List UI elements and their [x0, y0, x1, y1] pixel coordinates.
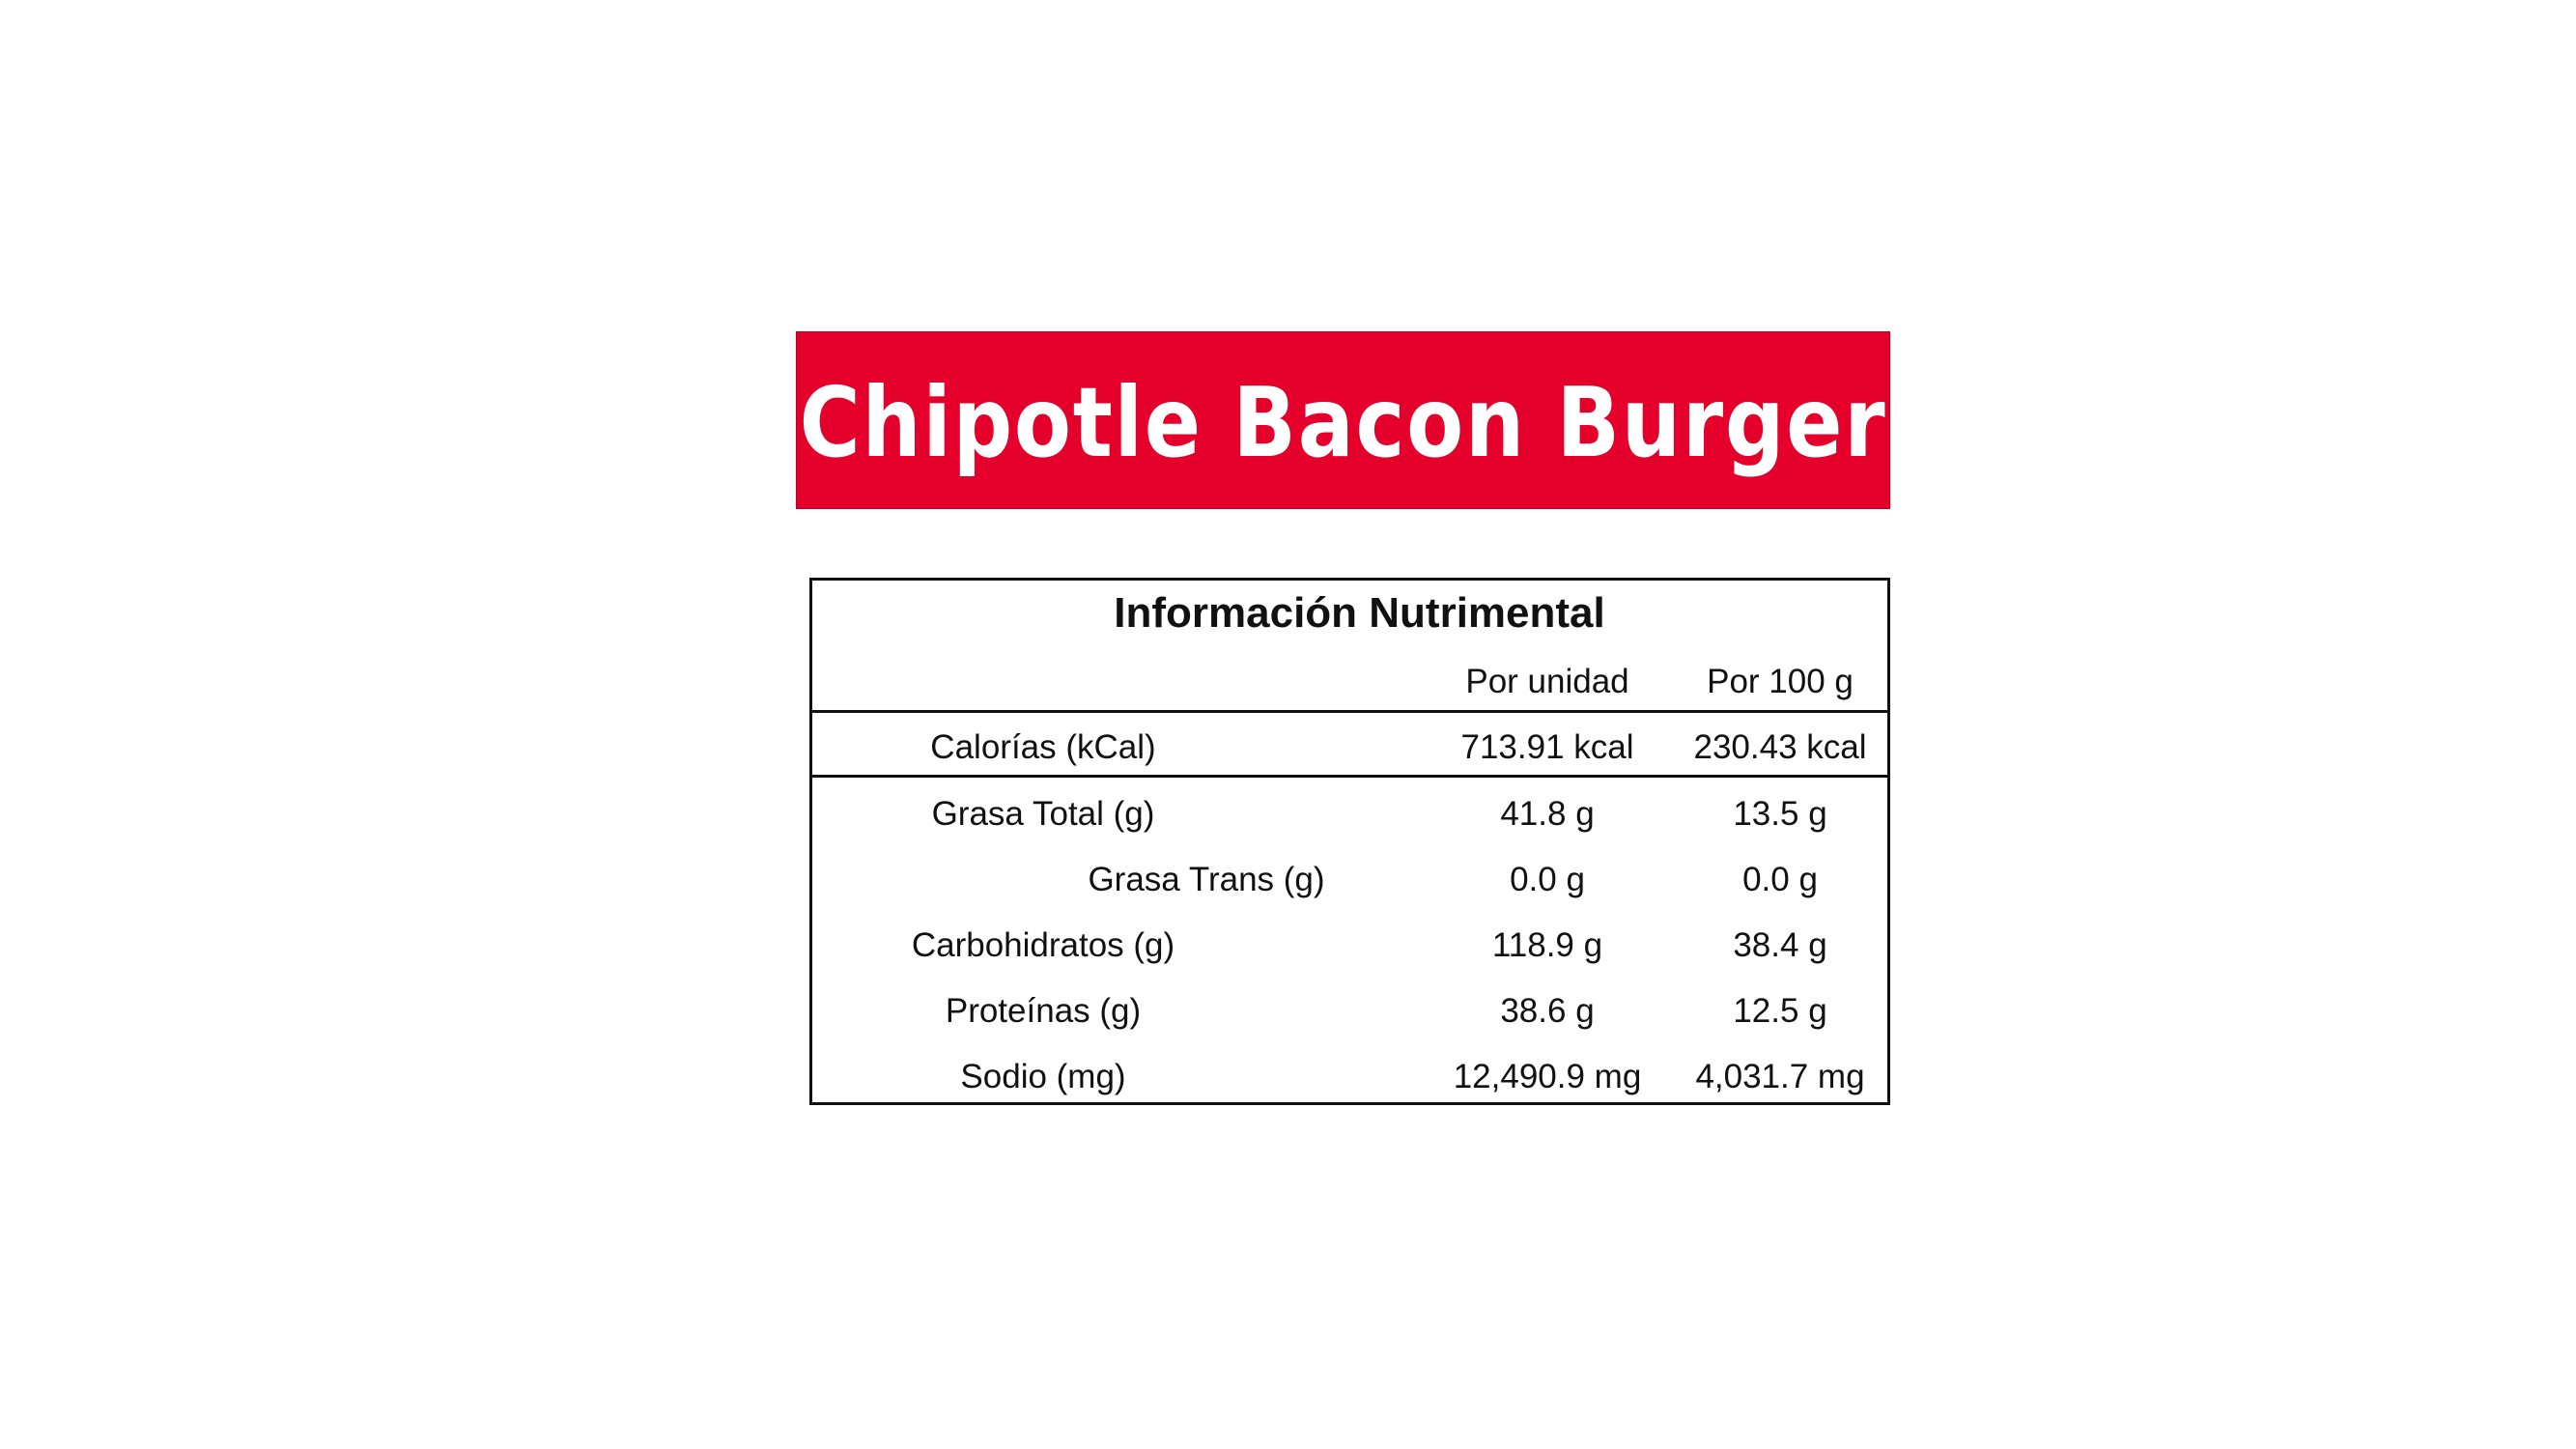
table-row: Carbohidratos (g) 118.9 g 38.4 g	[812, 913, 1887, 979]
divider	[812, 775, 1887, 778]
value-per-100g: 4,031.7 mg	[1695, 1058, 1865, 1095]
table-title: Información Nutrimental	[1114, 589, 1605, 637]
value-per-100g: 12.5 g	[1733, 992, 1827, 1030]
column-header-per-unit: Por unidad	[1465, 663, 1629, 700]
value-per-100g: 230.43 kcal	[1693, 728, 1867, 766]
title-banner: Chipotle Bacon Burger	[796, 331, 1890, 509]
value-per-unit: 41.8 g	[1500, 795, 1595, 833]
value-per-100g: 13.5 g	[1733, 795, 1827, 833]
value-per-unit: 713.91 kcal	[1460, 728, 1634, 766]
table-row: Grasa Total (g) 41.8 g 13.5 g	[812, 781, 1887, 847]
value-per-100g: 38.4 g	[1733, 926, 1827, 964]
table-row: Grasa Trans (g) 0.0 g 0.0 g	[812, 847, 1887, 913]
table-row: Sodio (mg) 12,490.9 mg 4,031.7 mg	[812, 1044, 1887, 1110]
row-label: Grasa Total (g)	[931, 795, 1155, 833]
row-label: Sodio (mg)	[960, 1058, 1126, 1095]
row-label: Grasa Trans (g)	[1088, 861, 1325, 898]
row-label: Calorías (kCal)	[930, 728, 1156, 766]
divider	[812, 710, 1887, 713]
column-header-per-100g: Por 100 g	[1707, 663, 1854, 700]
value-per-unit: 38.6 g	[1500, 992, 1595, 1030]
table-row: Proteínas (g) 38.6 g 12.5 g	[812, 979, 1887, 1044]
nutrition-table: Información Nutrimental Por unidad Por 1…	[809, 578, 1890, 1105]
row-label: Carbohidratos (g)	[911, 926, 1175, 964]
value-per-unit: 118.9 g	[1491, 926, 1603, 964]
value-per-100g: 0.0 g	[1742, 861, 1818, 898]
header-row: Por unidad Por 100 g	[812, 649, 1887, 715]
value-per-unit: 12,490.9 mg	[1453, 1058, 1642, 1095]
table-row-calories: Calorías (kCal) 713.91 kcal 230.43 kcal	[812, 715, 1887, 781]
row-label: Proteínas (g)	[945, 992, 1142, 1030]
product-title: Chipotle Bacon Burger	[799, 365, 1887, 479]
value-per-unit: 0.0 g	[1510, 861, 1585, 898]
